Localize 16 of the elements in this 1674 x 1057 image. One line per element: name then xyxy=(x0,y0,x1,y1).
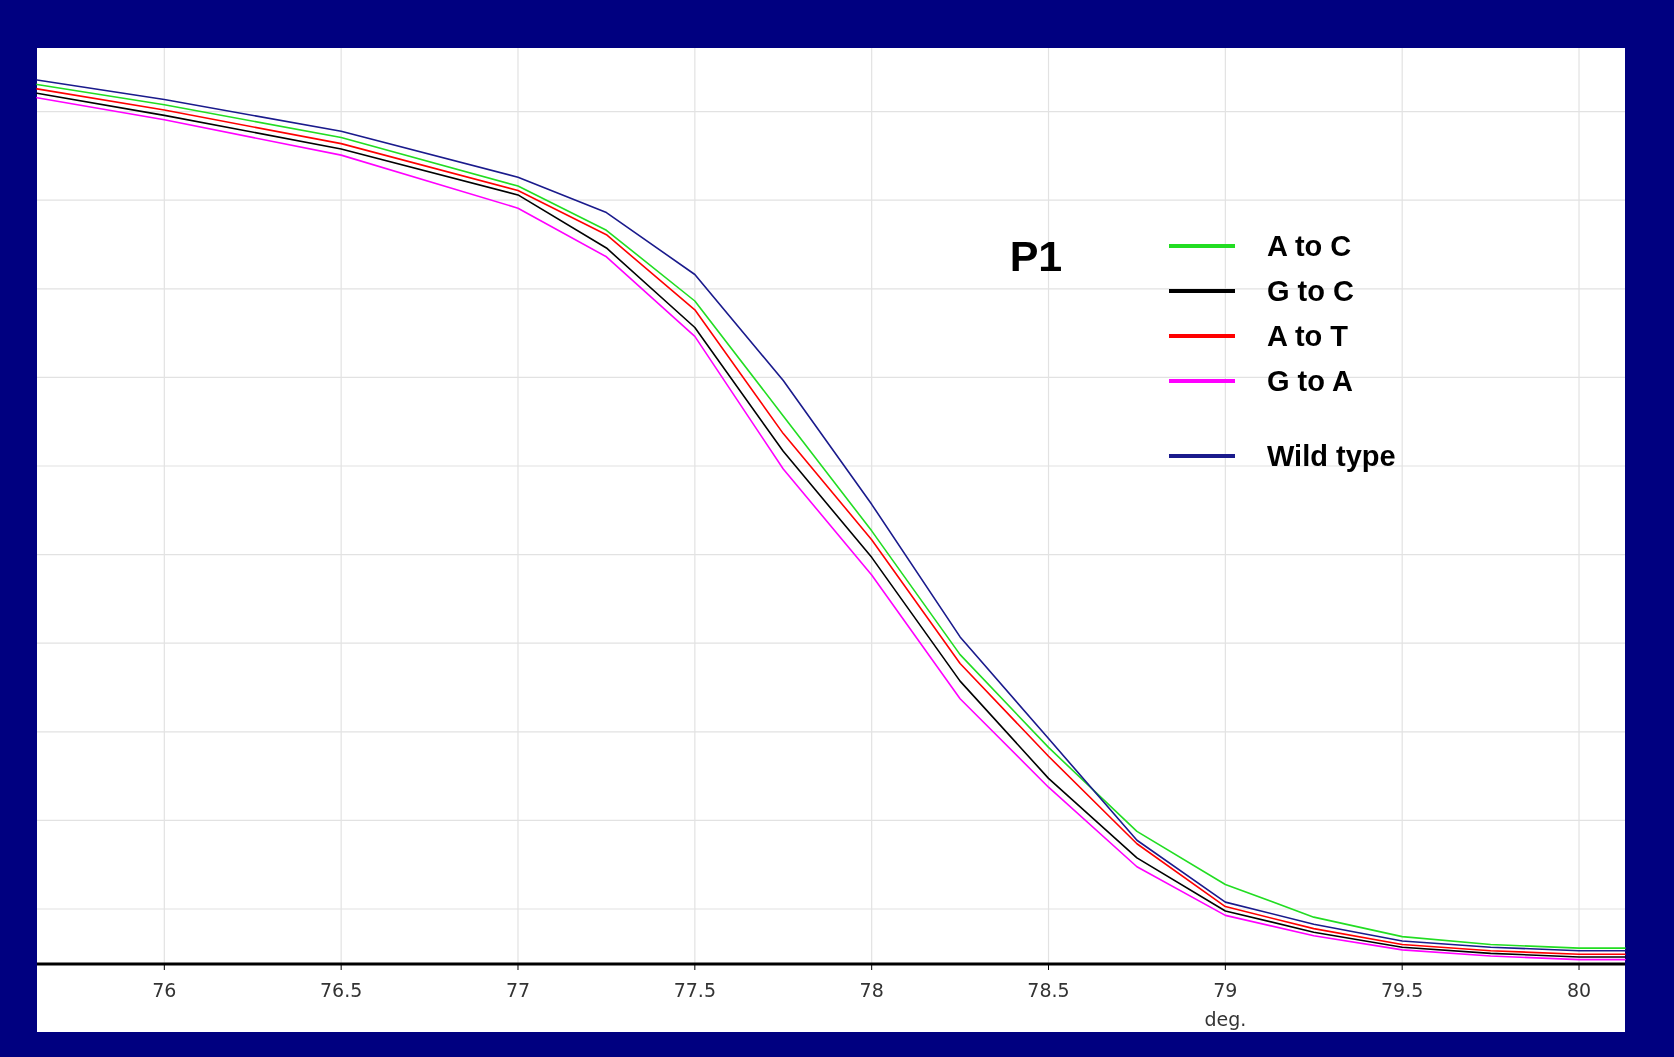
legend-label: A to C xyxy=(1267,230,1352,262)
legend-label: Wild type xyxy=(1267,440,1396,472)
x-tick-label: 78 xyxy=(859,979,884,1001)
x-tick-label: 80 xyxy=(1566,979,1592,1001)
legend-label: G to C xyxy=(1267,275,1355,307)
text: P1 xyxy=(1009,232,1063,280)
x-tick-label: 79 xyxy=(1213,979,1238,1001)
x-axis-title: deg. xyxy=(1204,1008,1247,1030)
legend-label: G to A xyxy=(1267,365,1353,397)
legend-label: A to T xyxy=(1267,320,1349,352)
x-tick-label: 77 xyxy=(505,979,531,1001)
x-tick-label: 76 xyxy=(152,979,177,1001)
x-tick-label: 78.5 xyxy=(1027,979,1070,1001)
x-tick-label: 77.5 xyxy=(673,979,716,1001)
x-tick-label: 76.5 xyxy=(320,979,363,1001)
x-tick-label: 79.5 xyxy=(1381,979,1424,1001)
